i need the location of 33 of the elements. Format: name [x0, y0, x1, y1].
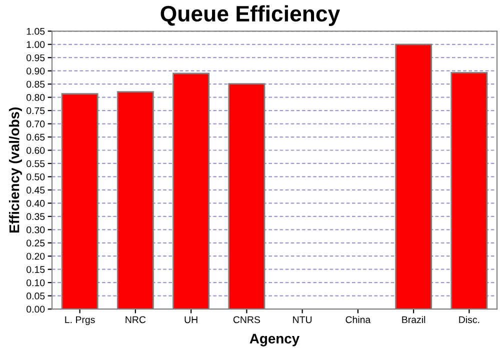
y-tick-label: 0.25 [26, 240, 45, 246]
y-tick-label: 0.60 [26, 146, 45, 154]
y-tick-label: 1.00 [26, 41, 45, 48]
x-axis-title: Agency [250, 334, 300, 346]
x-tick-label: NTU [293, 316, 312, 324]
y-tick-label: 0.85 [26, 80, 45, 88]
y-tick-label: 0.10 [26, 279, 45, 286]
y-tick-label: 0.55 [26, 160, 45, 168]
y-tick-label: 0.65 [26, 134, 45, 141]
x-tick-label: L. Prgs [65, 316, 95, 326]
y-tick-label: 0.45 [26, 186, 45, 194]
y-tick-label: 0.50 [26, 173, 45, 180]
x-tick-label: Disc. [459, 316, 480, 324]
y-tick-label: 0.20 [26, 252, 45, 260]
y-tick-label: 0.75 [26, 107, 45, 114]
y-axis-title: Efficiency (val/obs) [9, 107, 22, 232]
y-tick-label: 0.95 [26, 54, 45, 62]
y-tick-label: 0.80 [26, 94, 45, 101]
y-tick-label: 0.00 [26, 306, 45, 313]
y-tick-label: 0.30 [26, 226, 45, 234]
x-tick-label: China [346, 316, 371, 324]
x-tick-label: CNRS [233, 316, 260, 324]
y-tick-label: 0.40 [26, 200, 45, 207]
x-tick-label: UH [184, 316, 198, 324]
y-tick-label: 1.05 [26, 28, 45, 35]
y-tick-label: 0.90 [26, 68, 45, 74]
chart-title: Queue Efficiency [160, 5, 340, 26]
y-tick-label: 0.15 [26, 266, 45, 273]
y-tick-label: 0.05 [26, 292, 45, 300]
x-tick-label: Brazil [402, 316, 426, 324]
x-tick-label: NRC [126, 316, 146, 324]
y-tick-label: 0.70 [26, 120, 45, 128]
y-tick-label: 0.35 [26, 213, 45, 220]
